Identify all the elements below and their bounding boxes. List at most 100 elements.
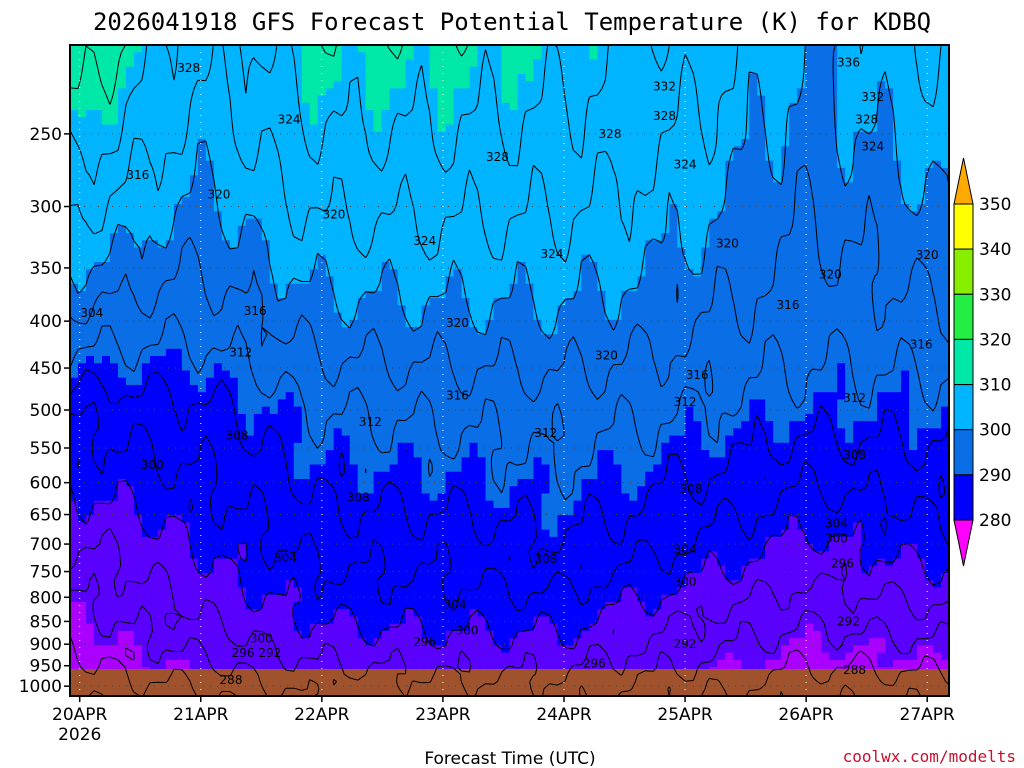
field-cell <box>277 356 287 364</box>
field-cell <box>229 298 239 306</box>
field-cell <box>93 283 103 292</box>
field-cell <box>677 153 686 162</box>
field-cell <box>725 233 734 241</box>
field-cell <box>237 73 247 82</box>
field-cell <box>621 175 630 184</box>
field-cell <box>285 139 295 147</box>
field-cell <box>301 117 311 126</box>
field-cell <box>133 262 143 270</box>
field-cell <box>933 175 942 184</box>
field-cell <box>645 204 654 212</box>
field-cell <box>725 276 734 285</box>
field-cell <box>613 218 622 227</box>
field-cell <box>813 218 822 227</box>
field-cell <box>885 356 894 364</box>
field-cell <box>253 327 263 335</box>
field-cell <box>381 240 391 249</box>
field-cell <box>893 146 902 155</box>
field-cell <box>333 160 343 169</box>
field-cell <box>245 139 255 147</box>
field-cell <box>157 95 167 104</box>
field-cell <box>877 88 886 97</box>
field-cell <box>877 117 886 126</box>
field-cell <box>797 160 806 169</box>
field-cell <box>661 153 670 162</box>
field-cell <box>205 131 215 140</box>
field-cell <box>261 262 271 270</box>
field-cell <box>317 124 327 133</box>
field-cell <box>589 88 598 97</box>
field-cell <box>701 211 710 220</box>
field-cell <box>653 319 662 328</box>
field-cell <box>117 247 127 256</box>
field-cell <box>653 204 662 212</box>
field-cell <box>765 218 774 227</box>
field-cell <box>853 189 862 198</box>
field-cell <box>837 348 846 357</box>
field-cell <box>909 269 918 278</box>
field-cell <box>733 269 742 278</box>
field-cell <box>245 110 255 118</box>
field-cell <box>925 334 934 343</box>
field-cell <box>677 124 686 133</box>
field-cell <box>637 305 646 314</box>
field-cell <box>741 167 750 176</box>
field-cell <box>869 110 878 118</box>
field-cell <box>333 348 343 357</box>
field-cell <box>901 52 910 61</box>
field-cell <box>757 225 766 234</box>
field-cell <box>429 182 439 191</box>
field-cell <box>197 146 207 155</box>
field-cell <box>461 348 471 357</box>
field-cell <box>525 124 535 133</box>
field-cell <box>669 167 678 176</box>
field-cell <box>861 117 870 126</box>
field-cell <box>933 269 942 278</box>
field-cell <box>573 196 583 205</box>
field-cell <box>645 254 654 263</box>
field-cell <box>629 52 638 61</box>
field-cell <box>597 153 606 162</box>
field-cell <box>749 305 758 314</box>
field-cell <box>549 254 559 263</box>
field-cell <box>245 45 255 53</box>
field-cell <box>333 175 343 184</box>
field-cell <box>789 363 798 372</box>
field-cell <box>789 290 798 299</box>
field-cell <box>421 110 431 118</box>
field-cell <box>165 81 175 89</box>
field-cell <box>253 117 263 126</box>
field-cell <box>133 167 143 176</box>
field-cell <box>781 283 790 292</box>
field-cell <box>381 95 391 104</box>
field-cell <box>293 370 303 379</box>
field-cell <box>749 131 758 140</box>
field-cell <box>301 312 311 321</box>
field-cell <box>557 139 567 147</box>
field-cell <box>933 298 942 306</box>
field-cell <box>941 262 949 270</box>
field-cell <box>165 189 175 198</box>
field-cell <box>613 348 622 357</box>
field-cell <box>469 254 479 263</box>
field-cell <box>101 146 111 155</box>
field-cell <box>437 189 447 198</box>
field-cell <box>693 182 702 191</box>
field-cell <box>861 341 870 350</box>
field-cell <box>901 269 910 278</box>
field-cell <box>85 59 95 68</box>
field-cell <box>261 131 271 140</box>
field-cell <box>557 254 567 263</box>
field-cell <box>157 283 167 292</box>
field-cell <box>197 160 207 169</box>
field-cell <box>141 59 151 68</box>
field-cell <box>365 211 375 220</box>
field-cell <box>469 341 479 350</box>
field-cell <box>581 240 591 249</box>
field-cell <box>421 348 431 357</box>
field-cell <box>70 283 79 292</box>
field-cell <box>189 254 199 263</box>
field-cell <box>861 312 870 321</box>
field-cell <box>245 312 255 321</box>
field-cell <box>877 225 886 234</box>
